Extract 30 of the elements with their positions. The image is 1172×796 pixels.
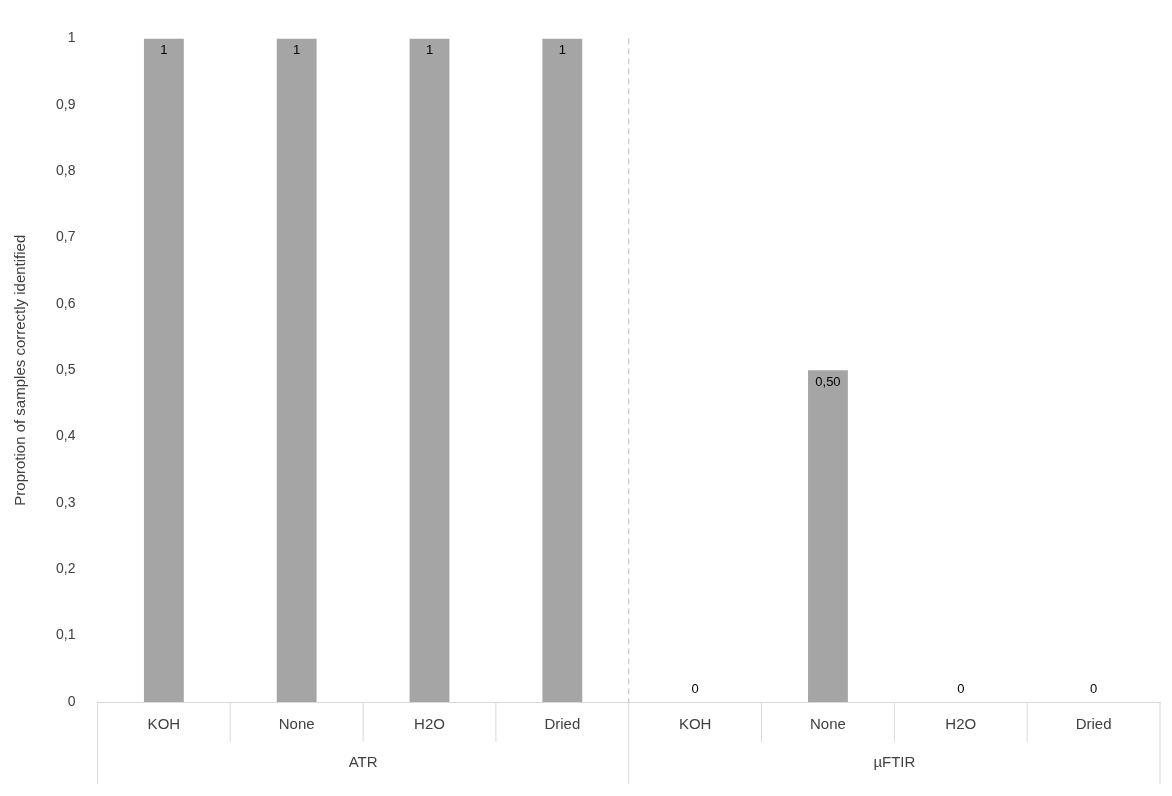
y-axis-title: Proprotion of samples correctly identified	[11, 234, 29, 506]
x-tick-label: H2O	[414, 715, 445, 733]
data-label: 1	[558, 42, 566, 58]
y-tick-label: 1	[67, 29, 76, 46]
y-tick-label: 0,4	[55, 427, 76, 444]
x-tick-label: Dried	[544, 715, 581, 733]
y-tick-label: 0,7	[55, 228, 76, 245]
y-tick-label: 0,8	[55, 161, 76, 178]
data-label: 0,50	[815, 374, 841, 390]
text: µFTIR	[873, 753, 916, 771]
x-tick-label: H2O	[945, 715, 977, 733]
y-tick-label: 0,2	[55, 560, 76, 577]
y-tick-label: 0,1	[55, 626, 76, 643]
data-label: 1	[425, 42, 434, 58]
y-tick-label: 0	[67, 692, 76, 709]
text: ATR	[348, 753, 378, 771]
data-label: 0	[691, 681, 699, 697]
y-tick-label: 0,9	[55, 95, 76, 112]
x-tick-label: KOH	[147, 715, 181, 733]
y-tick-label: 0,3	[55, 493, 76, 510]
y-tick-label: 0,6	[55, 294, 76, 311]
x-tick-label: None	[278, 715, 315, 733]
data-label: 0	[1089, 681, 1098, 697]
data-label: 0	[957, 681, 965, 697]
data-label: 1	[293, 42, 301, 58]
data-label: 1	[160, 42, 168, 58]
x-tick-label: Dried	[1075, 715, 1112, 733]
x-tick-label: KOH	[678, 715, 712, 733]
y-tick-label: 0,5	[55, 361, 76, 378]
x-tick-label: None	[810, 715, 846, 733]
